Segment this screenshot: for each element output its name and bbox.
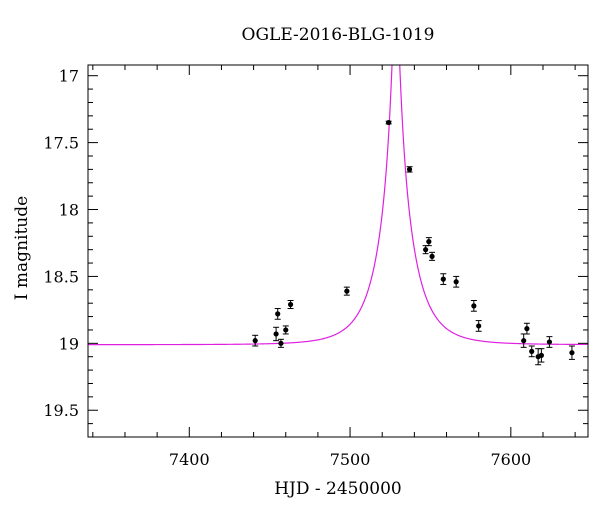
data-point <box>406 166 413 173</box>
point-marker <box>429 253 435 259</box>
y-tick-label: 18 <box>59 201 79 220</box>
data-point <box>453 275 460 288</box>
point-marker <box>426 239 432 245</box>
point-marker <box>287 301 294 308</box>
point-marker <box>440 276 446 282</box>
x-tick-label: 7400 <box>169 450 210 469</box>
y-tick-label: 19 <box>59 334 79 353</box>
ticks-group: 7400 7500 7600 17 17.5 18 18.5 19 19.5 <box>43 65 588 469</box>
data-point <box>546 336 553 348</box>
data-point <box>470 300 477 312</box>
y-axis-label: I magnitude <box>12 196 32 300</box>
point-marker <box>275 311 281 317</box>
data-point <box>520 333 527 348</box>
point-marker <box>453 279 459 285</box>
point-marker <box>273 331 279 337</box>
data-point <box>385 119 392 126</box>
data-point <box>538 348 545 363</box>
data-points-group <box>252 119 575 366</box>
point-marker <box>278 340 284 346</box>
point-marker <box>569 350 575 356</box>
point-marker <box>386 119 392 126</box>
data-point <box>274 308 281 320</box>
point-marker <box>471 303 477 309</box>
data-point <box>273 326 280 342</box>
data-point <box>425 237 432 247</box>
point-marker <box>546 339 553 345</box>
data-point <box>343 286 350 296</box>
point-marker <box>521 338 527 344</box>
data-point <box>528 345 535 358</box>
plot-frame <box>87 64 589 438</box>
point-marker <box>529 348 535 354</box>
data-point <box>440 273 447 285</box>
point-marker <box>252 338 258 344</box>
y-tick-label: 17.5 <box>43 134 79 153</box>
data-point <box>475 320 482 332</box>
y-tick-label: 18.5 <box>43 267 79 286</box>
model-curve <box>88 65 588 346</box>
data-point <box>422 245 429 255</box>
data-point <box>287 300 294 310</box>
data-point <box>429 251 436 261</box>
data-point <box>568 345 575 360</box>
y-tick-label: 19.5 <box>43 401 79 420</box>
point-marker <box>524 326 530 332</box>
point-marker <box>406 166 413 172</box>
point-marker <box>344 288 350 294</box>
point-marker <box>423 247 429 253</box>
model-curve-group <box>88 65 588 346</box>
data-point <box>523 322 530 335</box>
axes-frame <box>87 64 589 438</box>
data-point <box>277 338 284 348</box>
point-marker <box>476 323 482 329</box>
x-tick-label: 7600 <box>490 450 531 469</box>
chart-title: OGLE-2016-BLG-1019 <box>242 25 435 45</box>
x-axis-label: HJD - 2450000 <box>274 479 402 499</box>
x-tick-label: 7500 <box>330 450 371 469</box>
point-marker <box>283 327 289 333</box>
point-marker <box>538 352 544 358</box>
data-point <box>282 325 289 335</box>
data-point <box>252 334 259 347</box>
y-tick-label: 17 <box>59 67 79 86</box>
